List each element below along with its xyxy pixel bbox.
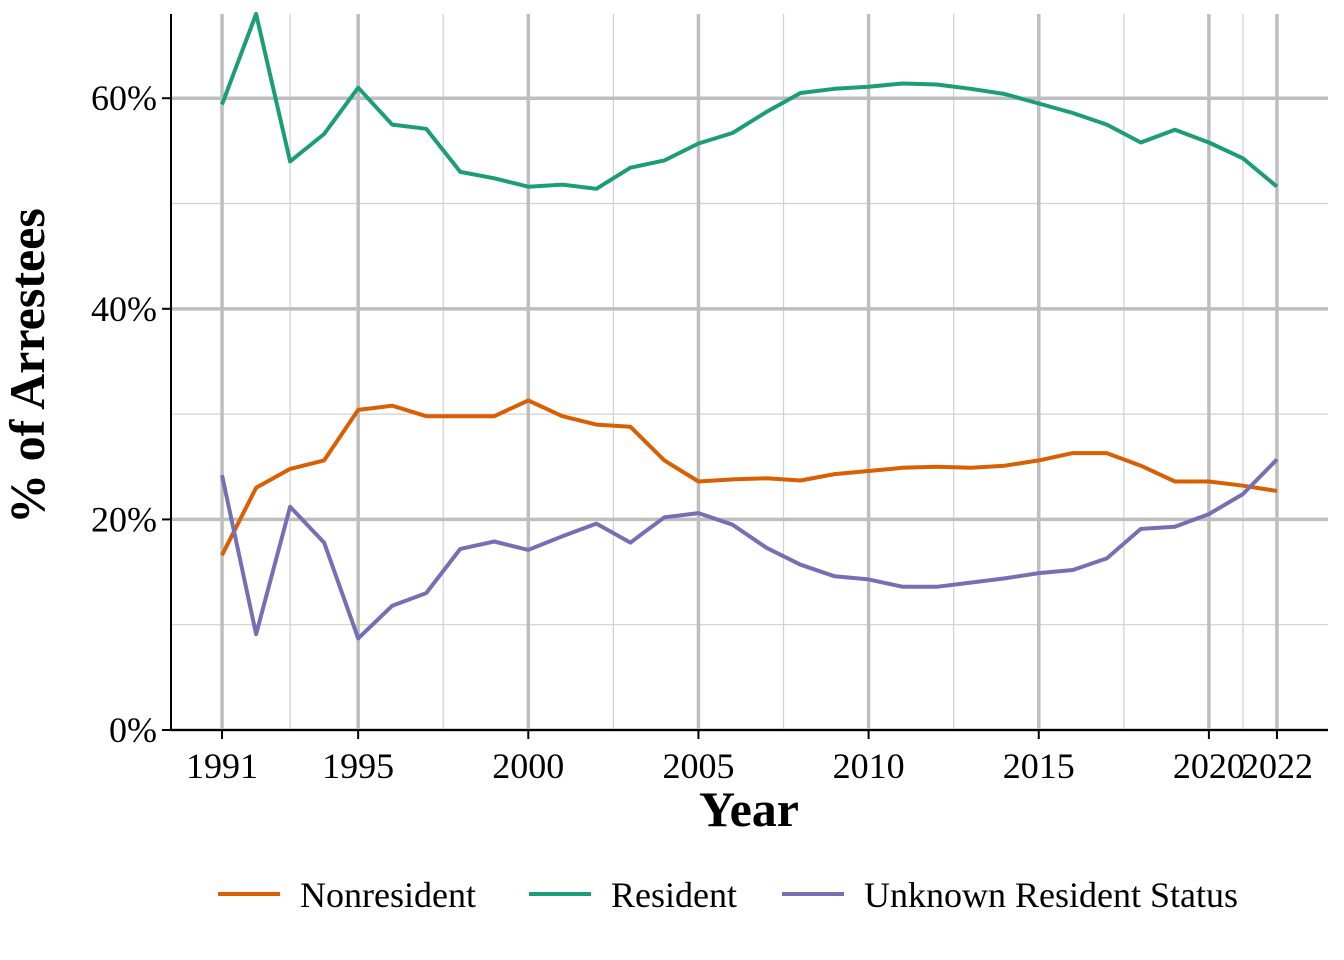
x-tick-label: 2015 bbox=[1003, 746, 1075, 786]
series-lines bbox=[220, 12, 1279, 641]
y-tick-label: 40% bbox=[91, 289, 157, 329]
legend-label-resident: Resident bbox=[611, 875, 737, 915]
x-tick-label: 2005 bbox=[662, 746, 734, 786]
legend-label-unknown-resident-status: Unknown Resident Status bbox=[864, 875, 1238, 915]
x-axis-title: Year bbox=[699, 781, 799, 837]
x-tick-label: 2010 bbox=[833, 746, 905, 786]
series-line-resident bbox=[220, 12, 1279, 191]
y-tick-label: 20% bbox=[91, 499, 157, 539]
x-tick-label: 2020 bbox=[1173, 746, 1245, 786]
x-tick-label: 1995 bbox=[322, 746, 394, 786]
axes bbox=[170, 14, 1328, 731]
x-tick-label: 2000 bbox=[492, 746, 564, 786]
series-line-nonresident bbox=[220, 398, 1278, 557]
x-tick-label: 2022 bbox=[1241, 746, 1313, 786]
x-tick-label: 1991 bbox=[186, 746, 258, 786]
y-tick-label: 0% bbox=[109, 710, 157, 750]
legend: Nonresident Resident Unknown Resident Stat… bbox=[218, 875, 1238, 915]
legend-label-nonresident: Nonresident bbox=[300, 875, 476, 915]
y-axis-title: % of Arrestees bbox=[0, 208, 55, 524]
y-axis-ticks: 0% 20% 40% 60% bbox=[91, 78, 171, 750]
series-line-unknown-resident-status bbox=[220, 457, 1279, 641]
y-tick-label: 60% bbox=[91, 78, 157, 118]
